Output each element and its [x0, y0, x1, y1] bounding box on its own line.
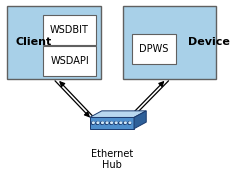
Circle shape: [96, 122, 99, 124]
FancyBboxPatch shape: [7, 6, 101, 79]
Circle shape: [128, 122, 131, 124]
Circle shape: [100, 122, 104, 124]
Circle shape: [123, 122, 126, 124]
Text: Ethernet
Hub: Ethernet Hub: [91, 149, 133, 170]
Polygon shape: [134, 111, 146, 129]
Circle shape: [111, 122, 113, 123]
Circle shape: [102, 122, 103, 123]
Circle shape: [105, 122, 108, 124]
Circle shape: [91, 122, 95, 124]
Circle shape: [119, 122, 122, 124]
Text: WSDBIT: WSDBIT: [50, 25, 89, 35]
Text: Client: Client: [15, 37, 51, 47]
Circle shape: [106, 122, 108, 123]
Circle shape: [129, 122, 131, 123]
FancyBboxPatch shape: [123, 6, 216, 79]
Circle shape: [92, 122, 94, 123]
Circle shape: [97, 122, 99, 123]
FancyBboxPatch shape: [132, 34, 176, 64]
Circle shape: [124, 122, 126, 123]
Circle shape: [114, 122, 117, 124]
Circle shape: [115, 122, 117, 123]
Polygon shape: [90, 117, 134, 129]
Polygon shape: [90, 111, 146, 117]
FancyBboxPatch shape: [43, 15, 96, 45]
Text: Device: Device: [188, 37, 230, 47]
Circle shape: [120, 122, 122, 123]
Circle shape: [110, 122, 113, 124]
FancyBboxPatch shape: [43, 46, 96, 76]
Text: WSDAPI: WSDAPI: [50, 56, 89, 66]
Text: DPWS: DPWS: [139, 44, 169, 54]
